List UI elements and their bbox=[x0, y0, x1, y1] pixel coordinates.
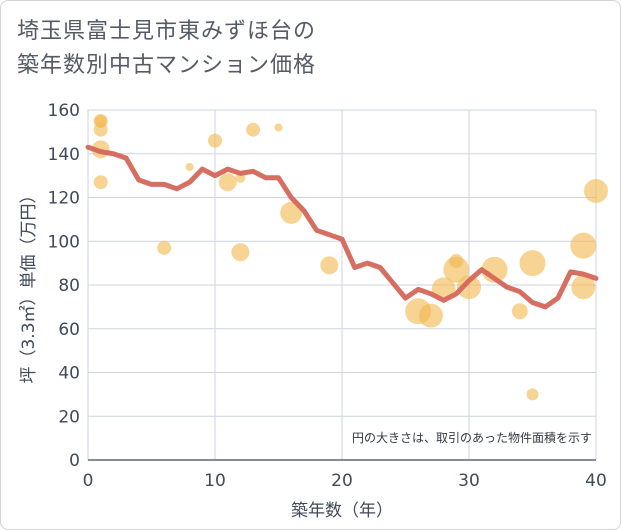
y-tick-label: 160 bbox=[48, 101, 80, 121]
y-axis-label: 坪（3.3㎡）単価（万円） bbox=[19, 186, 39, 383]
x-axis-label: 築年数（年） bbox=[291, 501, 393, 521]
x-tick-label: 40 bbox=[585, 471, 607, 491]
data-bubble bbox=[208, 133, 222, 148]
x-tick-label: 0 bbox=[83, 471, 94, 491]
bubble-layer bbox=[91, 113, 608, 401]
y-tick-label: 40 bbox=[58, 364, 80, 384]
data-bubble bbox=[231, 243, 250, 262]
chart-title: 埼玉県富士見市東みずほ台の 築年数別中古マンション価格 bbox=[17, 15, 577, 83]
data-bubble bbox=[185, 162, 194, 171]
data-bubble bbox=[157, 240, 172, 255]
y-tick-label: 140 bbox=[48, 145, 80, 165]
y-tick-label: 0 bbox=[69, 451, 80, 471]
data-bubble bbox=[571, 275, 596, 300]
grid-lines bbox=[87, 109, 597, 461]
data-bubble bbox=[570, 232, 597, 259]
x-tick-label: 10 bbox=[204, 471, 226, 491]
data-bubble bbox=[519, 250, 546, 277]
y-tick-label: 60 bbox=[58, 320, 80, 340]
x-tick-label: 30 bbox=[458, 471, 480, 491]
title-line-1: 埼玉県富士見市東みずほ台の bbox=[17, 19, 317, 44]
y-tick-label: 100 bbox=[48, 232, 80, 252]
data-bubble bbox=[443, 256, 470, 283]
data-bubble bbox=[246, 122, 261, 137]
x-tick-label: 20 bbox=[331, 471, 353, 491]
average-trend-line bbox=[85, 144, 599, 310]
data-bubble bbox=[457, 275, 481, 300]
data-bubble bbox=[93, 122, 108, 137]
y-tick-label: 80 bbox=[58, 276, 80, 296]
y-tick-label: 20 bbox=[58, 407, 80, 427]
data-bubble bbox=[418, 303, 443, 328]
data-bubble bbox=[511, 303, 528, 320]
data-bubble bbox=[93, 175, 108, 190]
axes: 0 20 40 60 80 100 120 140 160 0 10 20 30 40 bbox=[48, 101, 607, 491]
data-bubble bbox=[280, 201, 303, 224]
trend-layer bbox=[85, 144, 599, 310]
data-bubble bbox=[584, 178, 608, 203]
title-line-2: 築年数別中古マンション価格 bbox=[17, 53, 317, 78]
data-bubble bbox=[218, 173, 237, 192]
y-tick-label: 120 bbox=[48, 189, 80, 209]
bubble-size-note: 円の大きさは、取引のあった物件面積を示す bbox=[352, 430, 592, 445]
data-bubble bbox=[526, 388, 539, 401]
data-bubble bbox=[274, 123, 283, 132]
data-bubble bbox=[320, 256, 339, 275]
